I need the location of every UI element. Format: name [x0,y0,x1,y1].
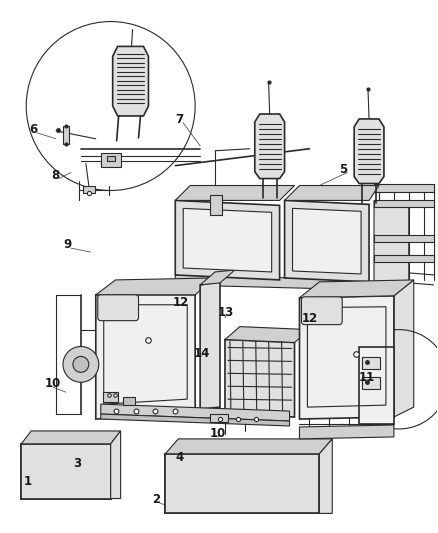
Text: 5: 5 [339,163,347,175]
Text: 13: 13 [218,306,234,319]
Bar [63,126,69,144]
Polygon shape [96,295,195,419]
Polygon shape [175,200,279,280]
Bar [123,397,134,405]
Bar [107,156,115,160]
Circle shape [73,357,89,373]
Polygon shape [165,439,332,454]
Polygon shape [21,431,120,444]
Bar [210,414,228,422]
Polygon shape [374,183,434,192]
Bar [101,153,120,167]
Text: 1: 1 [23,474,32,488]
Polygon shape [96,278,215,295]
FancyBboxPatch shape [98,295,138,321]
Polygon shape [374,235,434,242]
Polygon shape [394,280,414,417]
Polygon shape [175,185,294,200]
Text: 2: 2 [152,494,161,506]
Polygon shape [165,454,319,513]
Text: 12: 12 [172,296,188,309]
Polygon shape [300,280,414,298]
FancyBboxPatch shape [301,297,342,325]
Polygon shape [300,296,394,419]
Text: 10: 10 [210,427,226,440]
Polygon shape [101,404,290,421]
Polygon shape [354,119,384,183]
Polygon shape [293,208,361,274]
Circle shape [63,346,99,382]
Polygon shape [200,282,220,409]
Polygon shape [113,46,148,116]
Bar [362,358,380,369]
Polygon shape [21,444,111,498]
Text: 14: 14 [194,348,211,360]
Text: 4: 4 [175,451,184,464]
Polygon shape [101,414,290,426]
Polygon shape [300,425,394,439]
Text: 10: 10 [45,377,61,390]
Polygon shape [183,208,272,272]
Bar [210,196,222,215]
Polygon shape [200,270,235,285]
Polygon shape [374,200,434,207]
Polygon shape [111,431,120,498]
Text: 3: 3 [73,457,81,470]
Bar [362,377,380,389]
Polygon shape [374,255,434,262]
Polygon shape [285,200,369,282]
Polygon shape [285,185,379,200]
Bar [83,185,95,193]
Polygon shape [175,275,369,290]
Bar [103,392,118,402]
Text: 12: 12 [301,312,318,325]
Polygon shape [225,340,294,417]
Polygon shape [225,327,309,343]
Polygon shape [319,439,332,513]
Text: 6: 6 [29,123,38,136]
Text: 11: 11 [359,372,375,384]
Polygon shape [255,114,285,179]
Text: 7: 7 [175,113,184,126]
Text: 8: 8 [51,168,59,182]
Polygon shape [374,200,409,290]
Text: 9: 9 [63,238,71,251]
Polygon shape [359,348,394,424]
